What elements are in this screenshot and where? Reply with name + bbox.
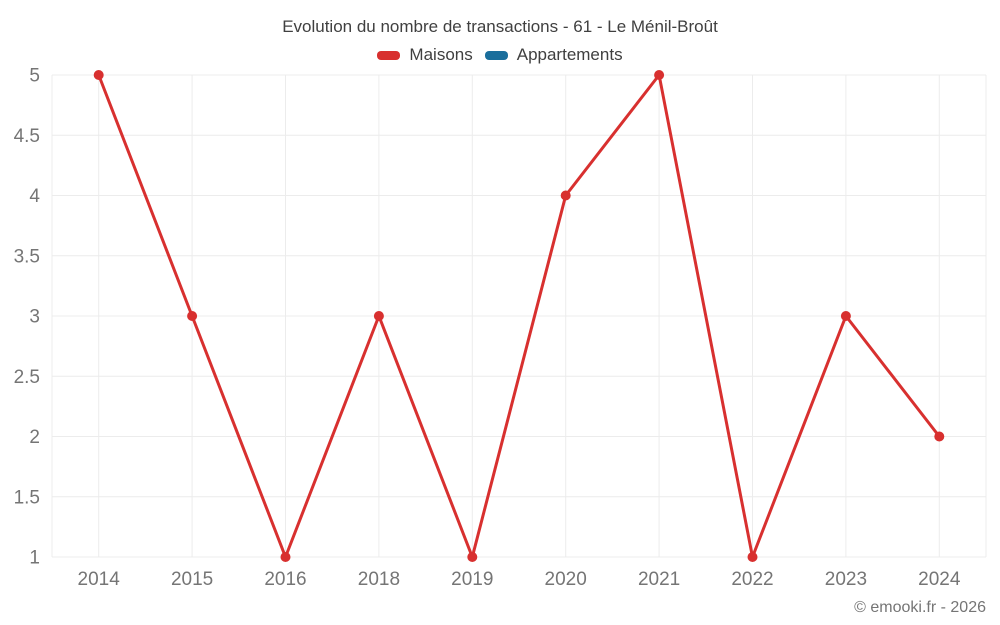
x-axis-tick-label: 2021 [638,569,680,590]
copyright-credit: © emooki.fr - 2026 [854,599,986,616]
data-point-maisons-2023[interactable] [840,311,851,321]
data-point-maisons-2019[interactable] [467,552,478,562]
x-axis-tick-label: 2019 [451,569,493,590]
y-axis-tick-label: 3.5 [14,246,40,267]
data-point-maisons-2024[interactable] [934,431,945,442]
series-line-maisons [97,73,941,559]
x-axis-tick-label: 2018 [358,569,400,590]
data-point-maisons-2022[interactable] [747,552,758,562]
x-axis-tick-label: 2016 [264,569,306,590]
y-axis-tick-label: 3 [29,307,40,328]
legend-item-appartements[interactable]: Appartements [484,45,623,65]
maisons-legend-label: Maisons [409,45,473,64]
y-axis-tick-label: 1.5 [14,487,40,508]
data-point-maisons-2018[interactable] [373,311,384,321]
y-axis-tick-label: 2.5 [14,367,40,388]
x-axis-tick-label: 2014 [78,569,121,590]
appartements-series-swatch [484,50,508,60]
x-axis-tick-label: 2020 [545,569,587,590]
y-axis-tick-label: 4.5 [14,126,40,147]
data-point-maisons-2021[interactable] [654,70,665,80]
data-point-maisons-2016[interactable] [280,552,291,562]
y-axis-tick-label: 5 [29,66,40,87]
chart-title: Evolution du nombre de transactions - 61… [282,17,718,36]
appartements-legend-label: Appartements [516,45,623,64]
y-axis-tick-label: 1 [29,548,40,569]
x-axis-tick-label: 2022 [731,569,773,590]
data-point-maisons-2014[interactable] [93,70,104,80]
data-point-maisons-2015[interactable] [187,311,198,321]
x-axis-tick-label: 2024 [918,569,961,590]
legend: Maisons Appartements [0,45,1000,65]
y-axis-tick-label: 2 [29,427,40,448]
x-axis-tick-label: 2023 [825,569,867,590]
legend-item-maisons[interactable]: Maisons [377,45,473,65]
x-axis-tick-label: 2015 [171,569,213,590]
maisons-series-swatch [377,50,401,60]
data-point-maisons-2020[interactable] [560,190,571,201]
y-axis-tick-label: 4 [29,186,40,207]
